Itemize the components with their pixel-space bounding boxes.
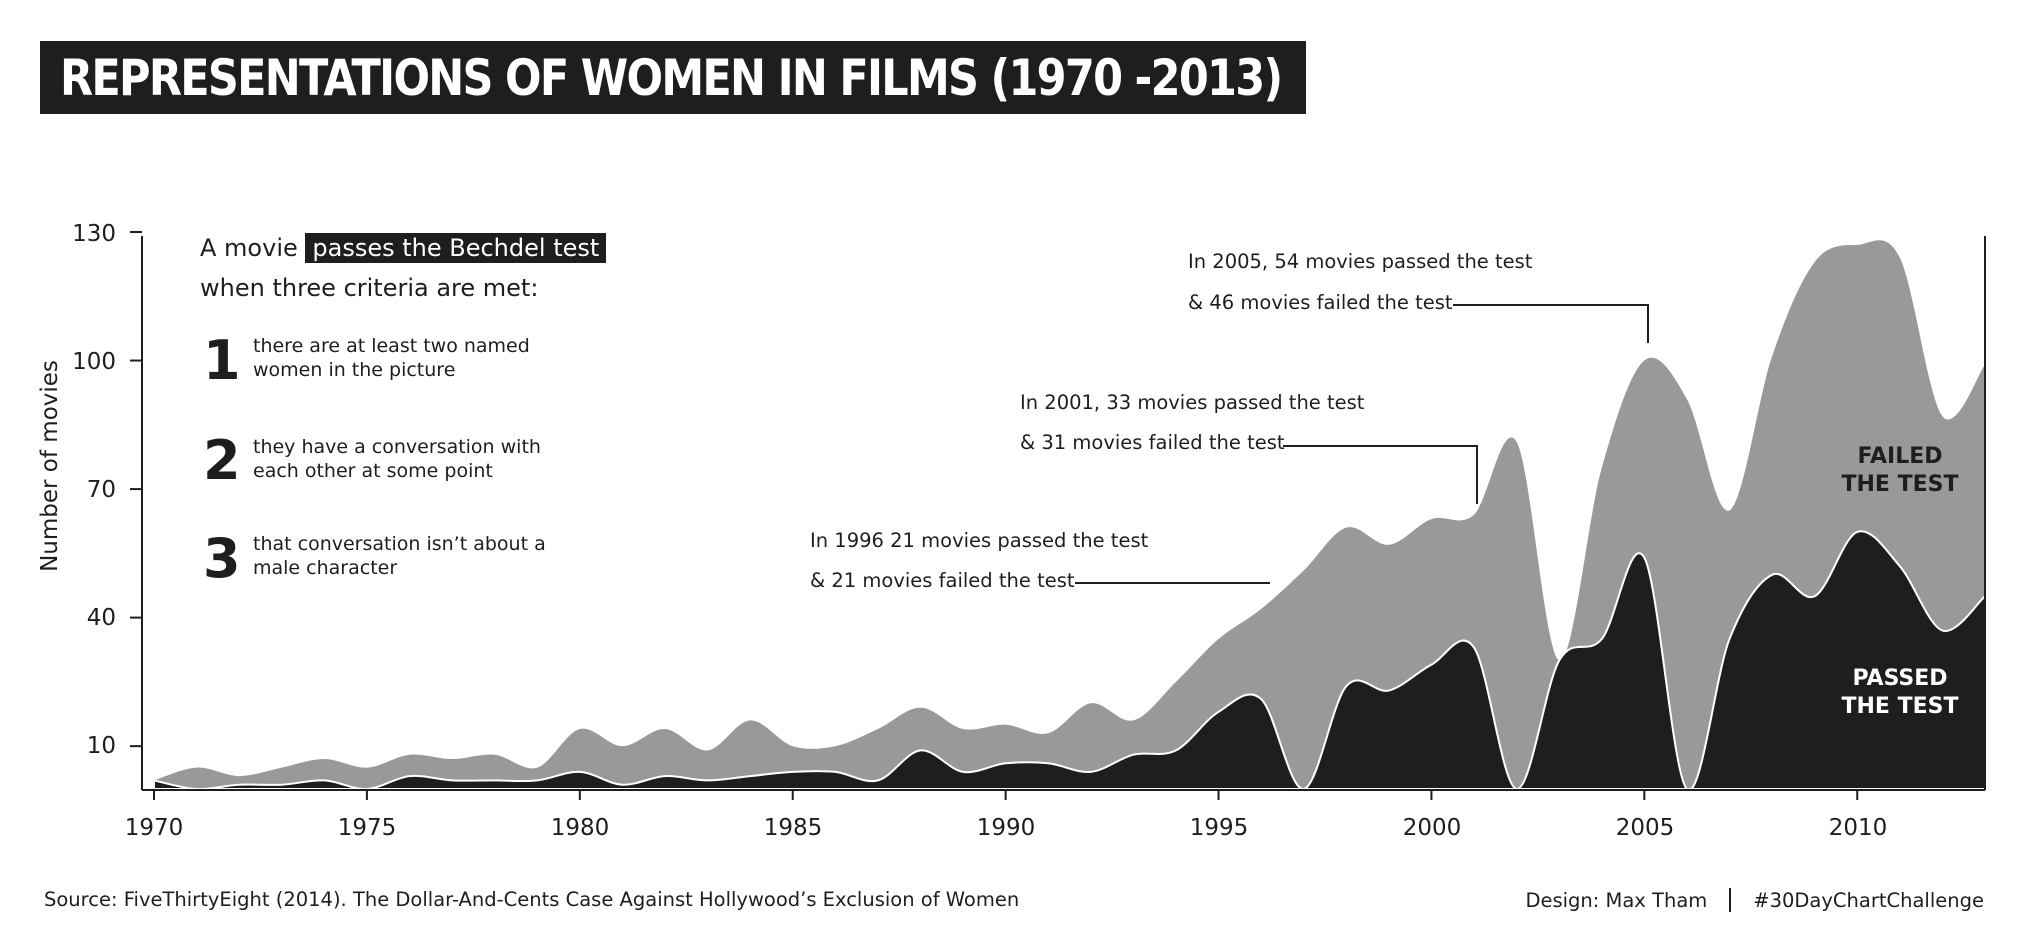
x-tick-label-1975: 1975 xyxy=(337,815,397,841)
intro-highlight: passes the Bechdel test xyxy=(305,233,607,263)
y-tick-label-40: 40 xyxy=(86,605,116,631)
x-tick-label-1970: 1970 xyxy=(124,815,184,841)
annotation-2005-line-2: & 46 movies failed the test xyxy=(1188,291,1453,314)
criterion-2-line-1: they have a conversation with xyxy=(253,436,541,458)
intro-prefix: A movie xyxy=(200,234,298,262)
criterion-text-1: there are at least two named women in th… xyxy=(253,334,530,382)
x-tick-label-2010: 2010 xyxy=(1828,815,1888,841)
chart-title-banner: REPRESENTATIONS OF WOMEN IN FILMS (1970 … xyxy=(40,41,1306,114)
annotation-leader-2001 xyxy=(1283,445,1478,504)
failed-test-area xyxy=(154,240,1985,789)
annotation-2005-line-1: In 2005, 54 movies passed the test xyxy=(1188,250,1533,273)
criterion-1-line-1: there are at least two named xyxy=(253,335,530,357)
criterion-3-line-2: male character xyxy=(253,557,398,579)
criterion-number-3: 3 xyxy=(203,527,241,590)
x-tick-label-2000: 2000 xyxy=(1402,815,1462,841)
y-axis-label: Number of movies xyxy=(37,360,63,572)
x-tick-label-1980: 1980 xyxy=(550,815,610,841)
intro-line-1: A movie passes the Bechdel test xyxy=(200,228,607,268)
annotation-1996-line-1: In 1996 21 movies passed the test xyxy=(810,529,1149,552)
hashtag: #30DayChartChallenge xyxy=(1753,888,1984,912)
criterion-1-line-2: women in the picture xyxy=(253,359,456,381)
annotation-1996-line-2: & 21 movies failed the test xyxy=(810,569,1075,592)
credit-divider xyxy=(1729,888,1732,912)
intro-line-2: when three criteria are met: xyxy=(200,274,539,302)
x-tick-label-1995: 1995 xyxy=(1189,815,1249,841)
design-credit: Design: Max Tham xyxy=(1525,888,1708,912)
credits: Design: Max Tham #30DayChartChallenge xyxy=(1525,888,1984,912)
bechdel-intro: A movie passes the Bechdel test when thr… xyxy=(200,228,607,308)
criterion-text-3: that conversation isn’t about a male cha… xyxy=(253,532,546,580)
criterion-3-line-1: that conversation isn’t about a xyxy=(253,533,546,555)
failed-area-label: FAILED THE TEST xyxy=(1841,444,1959,497)
criterion-text-2: they have a conversation with each other… xyxy=(253,435,541,483)
y-tick-label-100: 100 xyxy=(72,349,116,375)
y-tick-label-130: 130 xyxy=(72,221,116,247)
y-tick-label-70: 70 xyxy=(86,477,116,503)
passed-test-area xyxy=(153,530,1986,791)
chart-title: REPRESENTATIONS OF WOMEN IN FILMS (1970 … xyxy=(60,48,1283,107)
y-tick-label-10: 10 xyxy=(86,733,116,759)
x-tick-label-2005: 2005 xyxy=(1615,815,1675,841)
annotation-2001-line-2: & 31 movies failed the test xyxy=(1020,431,1285,454)
annotation-2001-line-1: In 2001, 33 movies passed the test xyxy=(1020,391,1365,414)
annotation-leader-2005 xyxy=(1453,304,1649,343)
source-note: Source: FiveThirtyEight (2014). The Doll… xyxy=(44,888,1020,911)
x-tick-label-1985: 1985 xyxy=(763,815,823,841)
criterion-number-1: 1 xyxy=(203,329,241,392)
passed-area-label: PASSED THE TEST xyxy=(1841,666,1959,719)
criterion-number-2: 2 xyxy=(203,429,241,492)
x-tick-label-1990: 1990 xyxy=(976,815,1036,841)
criterion-2-line-2: each other at some point xyxy=(253,460,493,482)
